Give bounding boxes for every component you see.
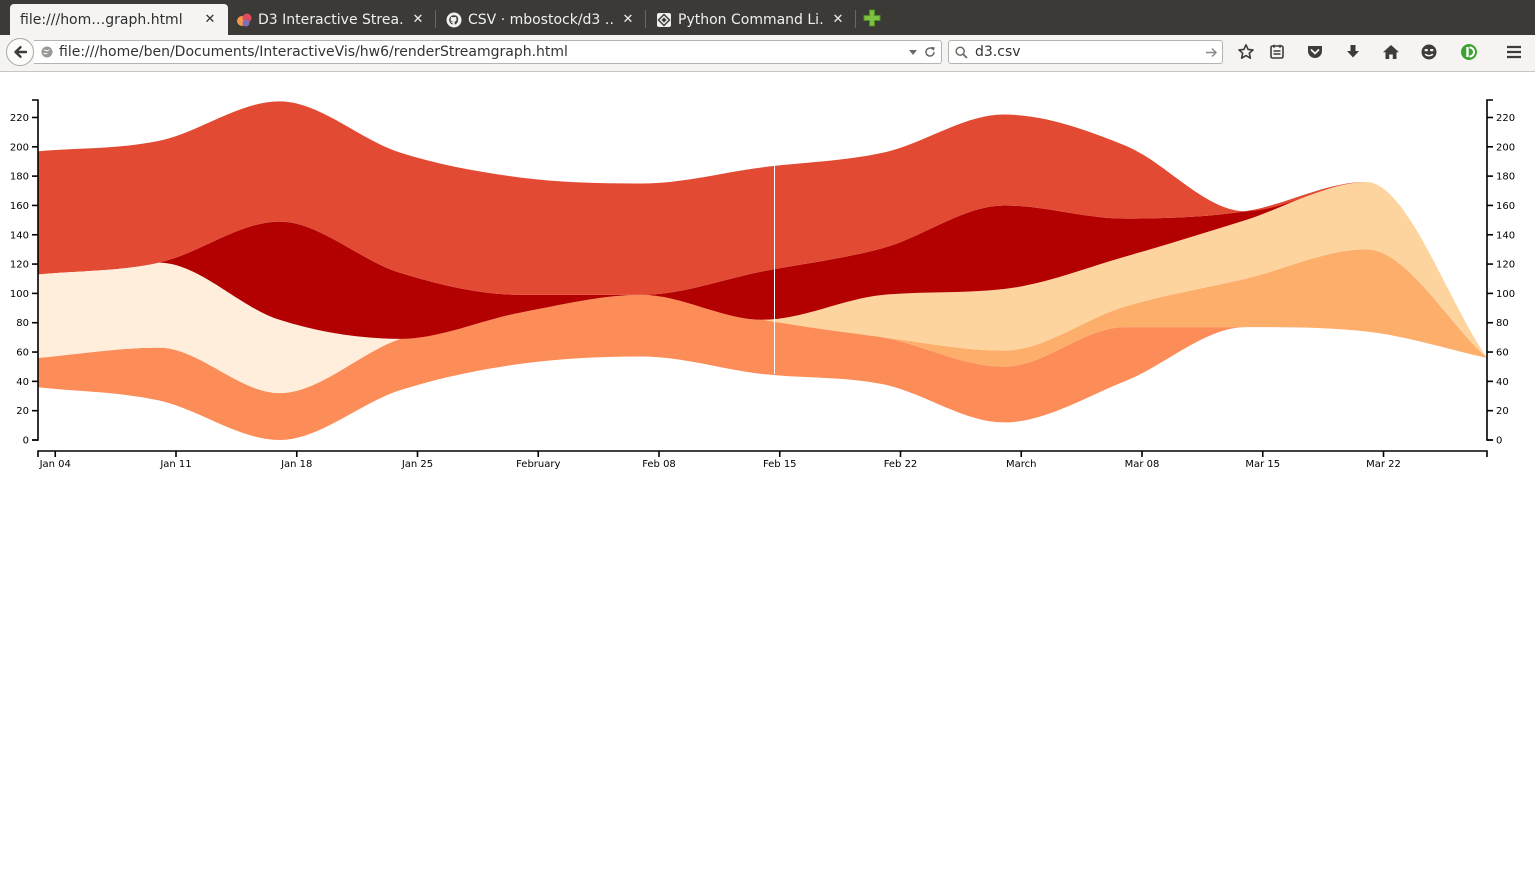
tab-title: D3 Interactive Strea… xyxy=(258,11,404,28)
y-tick-label: 140 xyxy=(1496,230,1515,241)
history-dropdown-icon[interactable] xyxy=(908,46,918,58)
back-arrow-icon xyxy=(14,46,28,58)
tab-separator xyxy=(855,10,856,28)
y-tick-label: 160 xyxy=(10,201,29,212)
tab-render-streamgraph[interactable]: file:///hom…graph.html ✕ xyxy=(10,4,228,35)
tab-close-icon[interactable]: ✕ xyxy=(832,12,844,27)
x-tick-label: Mar 22 xyxy=(1366,459,1401,470)
bookmark-star-icon[interactable] xyxy=(1237,43,1255,61)
x-axis: Jan 04 Jan 11 Jan 18 Jan 25 February Feb 08 Fe… xyxy=(37,450,1488,470)
y-tick-label: 80 xyxy=(16,318,29,329)
search-input[interactable]: d3.csv xyxy=(975,44,1021,60)
y-tick-label: 160 xyxy=(1496,201,1515,212)
right-y-axis: 0 20 40 60 80 100 120 140 160 180 200 220 xyxy=(1486,99,1515,447)
plus-icon[interactable] xyxy=(862,8,882,28)
github-icon xyxy=(446,12,462,27)
reload-icon[interactable] xyxy=(923,45,937,59)
y-tick-label: 0 xyxy=(23,436,29,447)
search-go-icon[interactable] xyxy=(1205,46,1218,59)
y-tick-label: 100 xyxy=(10,289,29,300)
download-icon[interactable] xyxy=(1344,43,1362,61)
tab-close-icon[interactable]: ✕ xyxy=(622,12,634,27)
streamgraph-chart[interactable]: 0 20 40 60 80 100 120 140 160 180 200 220 0 20 40 60 80… xyxy=(0,72,1535,876)
x-tick-label: Jan 18 xyxy=(280,459,312,470)
y-tick-label: 60 xyxy=(1496,348,1509,359)
y-tick-label: 180 xyxy=(10,172,29,183)
extension-icon[interactable] xyxy=(1460,43,1478,61)
tab-strip: file:///hom…graph.html ✕ D3 Interactive … xyxy=(0,0,1535,35)
tab-close-icon[interactable]: ✕ xyxy=(412,12,424,27)
menu-icon[interactable] xyxy=(1505,43,1523,61)
y-tick-label: 20 xyxy=(1496,406,1509,417)
url-text[interactable]: file:///home/ben/Documents/InteractiveVi… xyxy=(59,44,568,60)
stream-layer-6[interactable] xyxy=(38,101,1487,358)
y-tick-label: 0 xyxy=(1496,436,1502,447)
y-tick-label: 140 xyxy=(10,230,29,241)
reading-list-icon[interactable] xyxy=(1268,43,1286,61)
x-tick-label: Feb 22 xyxy=(884,459,918,470)
stream-layer-2[interactable] xyxy=(38,249,1487,394)
search-icon xyxy=(955,46,968,59)
x-tick-label: Jan 11 xyxy=(159,459,191,470)
stream-layer-5[interactable] xyxy=(38,181,1487,358)
tab-title: Python Command Li… xyxy=(678,11,824,28)
x-tick-label: Mar 15 xyxy=(1245,459,1280,470)
tab-title: CSV · mbostock/d3 … xyxy=(468,11,614,28)
y-tick-label: 100 xyxy=(1496,289,1515,300)
y-tick-label: 20 xyxy=(16,406,29,417)
y-tick-label: 80 xyxy=(1496,318,1509,329)
d3-logo-icon xyxy=(237,13,252,26)
search-bar[interactable]: d3.csv xyxy=(948,40,1223,64)
emoji-icon[interactable] xyxy=(1420,43,1438,61)
y-tick-label: 180 xyxy=(1496,172,1515,183)
y-tick-label: 120 xyxy=(1496,260,1515,271)
axis-domain xyxy=(37,450,1488,457)
y-tick-label: 200 xyxy=(10,142,29,153)
stream-layers[interactable] xyxy=(38,101,1487,440)
stream-layer-3[interactable] xyxy=(38,181,1487,394)
x-tick-label: February xyxy=(516,459,560,470)
globe-icon xyxy=(41,46,53,58)
pocket-icon[interactable] xyxy=(1306,43,1324,61)
x-tick-label: Feb 15 xyxy=(763,459,797,470)
y-tick-label: 220 xyxy=(1496,113,1515,124)
url-bar[interactable]: file:///home/ben/Documents/InteractiveVi… xyxy=(34,40,942,64)
left-y-axis: 0 20 40 60 80 100 120 140 160 180 200 220 xyxy=(10,99,39,447)
x-tick-label: Feb 08 xyxy=(642,459,676,470)
y-tick-label: 40 xyxy=(1496,377,1509,388)
x-tick-label: Jan 04 xyxy=(39,459,71,470)
y-tick-label: 120 xyxy=(10,260,29,271)
python-docs-icon xyxy=(657,12,671,27)
x-tick-label: Mar 08 xyxy=(1125,459,1160,470)
y-tick-label: 220 xyxy=(10,113,29,124)
tab-d3-interactive-streamgraph[interactable]: D3 Interactive Strea… ✕ xyxy=(226,4,436,35)
home-icon[interactable] xyxy=(1382,43,1400,61)
tab-separator xyxy=(435,10,436,28)
x-tick-label: March xyxy=(1006,459,1036,470)
tab-separator xyxy=(645,10,646,28)
navigation-toolbar: file:///home/ben/Documents/InteractiveVi… xyxy=(0,35,1535,72)
tab-python-command-line[interactable]: Python Command Li… ✕ xyxy=(646,4,856,35)
tab-csv-mbostock[interactable]: CSV · mbostock/d3 … ✕ xyxy=(436,4,646,35)
stream-layer-1[interactable] xyxy=(38,294,1487,440)
axis-domain xyxy=(1486,99,1493,441)
x-tick-label: Jan 25 xyxy=(401,459,433,470)
tab-close-icon[interactable]: ✕ xyxy=(204,12,216,27)
back-button[interactable] xyxy=(6,38,34,66)
y-tick-label: 40 xyxy=(16,377,29,388)
axis-domain xyxy=(32,99,39,441)
y-tick-label: 200 xyxy=(1496,142,1515,153)
tab-title: file:///hom…graph.html xyxy=(20,11,183,28)
y-tick-label: 60 xyxy=(16,348,29,359)
